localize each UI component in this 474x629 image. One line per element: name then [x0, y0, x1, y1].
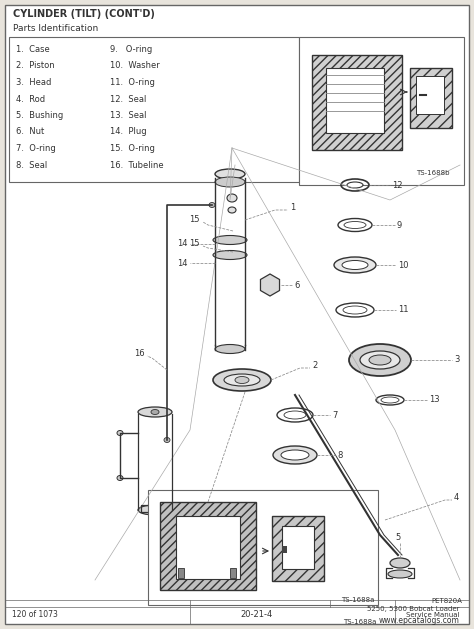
Ellipse shape — [342, 260, 368, 269]
Text: 1: 1 — [290, 204, 295, 213]
Bar — [148, 490, 378, 605]
Text: Service Manual: Service Manual — [407, 612, 460, 618]
Polygon shape — [261, 274, 280, 296]
Text: 15.  O-ring: 15. O-ring — [110, 144, 155, 153]
Text: 10.  Washer: 10. Washer — [110, 62, 160, 70]
Text: 6.  Nut: 6. Nut — [16, 128, 44, 136]
Bar — [176, 516, 240, 579]
Ellipse shape — [209, 203, 215, 208]
Ellipse shape — [343, 306, 367, 314]
Bar — [282, 526, 314, 569]
Text: 5.  Bushing: 5. Bushing — [16, 111, 63, 120]
Text: 14: 14 — [177, 259, 188, 267]
Text: 4: 4 — [454, 494, 459, 503]
Text: CYLINDER (TILT) (CONT'D): CYLINDER (TILT) (CONT'D) — [13, 9, 155, 19]
Text: 3: 3 — [454, 355, 459, 364]
Text: 7: 7 — [332, 411, 337, 420]
Bar — [312, 55, 402, 150]
Bar — [282, 546, 287, 553]
Text: 2: 2 — [312, 362, 317, 370]
Text: 14: 14 — [177, 240, 188, 248]
Text: 8: 8 — [337, 450, 342, 460]
Ellipse shape — [215, 345, 245, 353]
Text: 16: 16 — [134, 350, 145, 359]
Ellipse shape — [390, 558, 410, 568]
Text: 9: 9 — [397, 221, 402, 230]
Bar — [272, 516, 324, 581]
Text: 5: 5 — [395, 533, 401, 542]
Bar — [326, 68, 384, 133]
Ellipse shape — [334, 257, 376, 273]
Ellipse shape — [227, 194, 237, 202]
Text: 5250, 5300 Bobcat Loader: 5250, 5300 Bobcat Loader — [367, 606, 460, 612]
Ellipse shape — [117, 476, 123, 481]
Text: 8.  Seal: 8. Seal — [16, 160, 47, 169]
Bar — [410, 68, 452, 128]
Ellipse shape — [224, 374, 260, 386]
Ellipse shape — [273, 446, 317, 464]
Text: 3.  Head: 3. Head — [16, 78, 51, 87]
Text: 120 of 1073: 120 of 1073 — [12, 610, 58, 619]
Text: 20-21-4: 20-21-4 — [241, 610, 273, 619]
Ellipse shape — [151, 409, 159, 415]
Text: 12: 12 — [392, 181, 402, 189]
Text: PET820A: PET820A — [431, 598, 462, 604]
Text: Parts Identification: Parts Identification — [13, 24, 98, 33]
Text: 15: 15 — [190, 240, 200, 248]
Ellipse shape — [215, 169, 245, 179]
Text: 15: 15 — [190, 216, 200, 225]
Ellipse shape — [284, 411, 306, 419]
Bar — [9, 37, 299, 182]
Text: 7.  O-ring: 7. O-ring — [16, 144, 56, 153]
Text: 10: 10 — [398, 260, 409, 269]
Ellipse shape — [360, 351, 400, 369]
Ellipse shape — [381, 397, 399, 403]
Ellipse shape — [235, 377, 249, 384]
Text: TS-1688a: TS-1688a — [341, 597, 374, 603]
Ellipse shape — [117, 430, 123, 435]
Ellipse shape — [213, 369, 271, 391]
Bar — [416, 76, 444, 114]
Bar — [299, 37, 464, 185]
Text: 9.   O-ring: 9. O-ring — [110, 45, 152, 54]
Text: TS-1688a: TS-1688a — [343, 619, 377, 625]
Ellipse shape — [344, 221, 366, 228]
Ellipse shape — [138, 505, 172, 515]
Ellipse shape — [215, 177, 245, 187]
Ellipse shape — [164, 438, 170, 442]
Bar — [160, 502, 256, 590]
Bar — [230, 568, 236, 578]
Text: 6: 6 — [294, 281, 300, 289]
Text: 12.  Seal: 12. Seal — [110, 94, 146, 104]
Text: TS-1688b: TS-1688b — [417, 170, 450, 176]
Text: 11.  O-ring: 11. O-ring — [110, 78, 155, 87]
Ellipse shape — [138, 407, 172, 417]
Ellipse shape — [369, 355, 391, 365]
Ellipse shape — [388, 570, 412, 578]
Text: 2.  Piston: 2. Piston — [16, 62, 55, 70]
Ellipse shape — [347, 182, 363, 188]
Text: 13.  Seal: 13. Seal — [110, 111, 146, 120]
Text: 13: 13 — [429, 396, 439, 404]
Ellipse shape — [213, 250, 247, 260]
Text: 4.  Rod: 4. Rod — [16, 94, 45, 104]
Ellipse shape — [349, 344, 411, 376]
Text: 11: 11 — [398, 306, 409, 314]
Ellipse shape — [213, 235, 247, 245]
Ellipse shape — [281, 450, 309, 460]
Ellipse shape — [228, 207, 236, 213]
Text: 16.  Tubeline: 16. Tubeline — [110, 160, 164, 169]
Text: 1.  Case: 1. Case — [16, 45, 50, 54]
Bar — [178, 568, 184, 578]
Text: 14.  Plug: 14. Plug — [110, 128, 146, 136]
Text: www.epcatalogs.com: www.epcatalogs.com — [379, 616, 460, 625]
